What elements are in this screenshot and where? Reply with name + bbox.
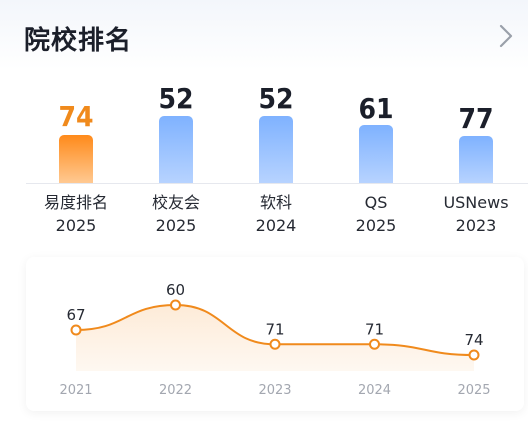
trend-x-tick: 2023 <box>258 383 291 398</box>
rank-source: 易度排名 <box>43 193 108 212</box>
rank-source: QS <box>364 193 388 212</box>
rank-value: 52 <box>158 82 194 115</box>
rank-bar <box>359 125 393 183</box>
rank-source: USNews <box>443 193 509 212</box>
rank-year: 2025 <box>55 216 97 235</box>
trend-point <box>468 349 480 361</box>
trend-x-tick: 2022 <box>159 383 192 398</box>
trend-data-label: 67 <box>66 306 85 324</box>
rank-value: 77 <box>458 102 494 135</box>
rank-source: 软科 <box>259 193 292 212</box>
trend-point <box>170 299 181 311</box>
rank-bar <box>459 136 493 183</box>
chevron-right-icon[interactable] <box>494 22 518 50</box>
trend-chart: 67 2021 60 2022 71 2023 71 2024 74 2025 <box>59 281 490 398</box>
trend-x-tick: 2021 <box>59 383 92 398</box>
trend-point <box>369 338 380 350</box>
rank-year: 2025 <box>155 216 197 235</box>
rank-source: 校友会 <box>151 193 200 212</box>
trend-line <box>75 303 475 356</box>
rank-bar <box>59 135 93 183</box>
rank-value: 61 <box>358 92 394 125</box>
trend-data-label: 71 <box>365 320 384 338</box>
trend-area <box>76 305 474 371</box>
section-title: 院校排名 <box>24 26 133 56</box>
trend-data-label: 74 <box>464 331 483 349</box>
trend-x-tick: 2024 <box>358 383 391 398</box>
trend-point <box>269 338 281 350</box>
rank-year: 2024 <box>255 216 297 235</box>
trend-data-label: 60 <box>166 281 185 299</box>
rank-bar <box>159 116 193 183</box>
selection-pointer <box>64 247 86 258</box>
trend-point <box>70 324 82 336</box>
ranking-bars: 74 易度排名 2025 52 校友会 2025 52 软科 2024 61 Q… <box>0 80 528 250</box>
rank-year: 2023 <box>455 216 497 235</box>
trend-x-tick: 2025 <box>457 383 490 398</box>
rank-value: 52 <box>258 82 294 115</box>
trend-data-label: 71 <box>265 320 284 338</box>
rank-year: 2025 <box>355 216 397 235</box>
rank-bar <box>259 116 293 183</box>
trend-chart-card: 67 2021 60 2022 71 2023 71 2024 74 2025 <box>26 257 524 411</box>
rank-value: 74 <box>58 100 94 133</box>
baseline-divider <box>26 183 528 184</box>
